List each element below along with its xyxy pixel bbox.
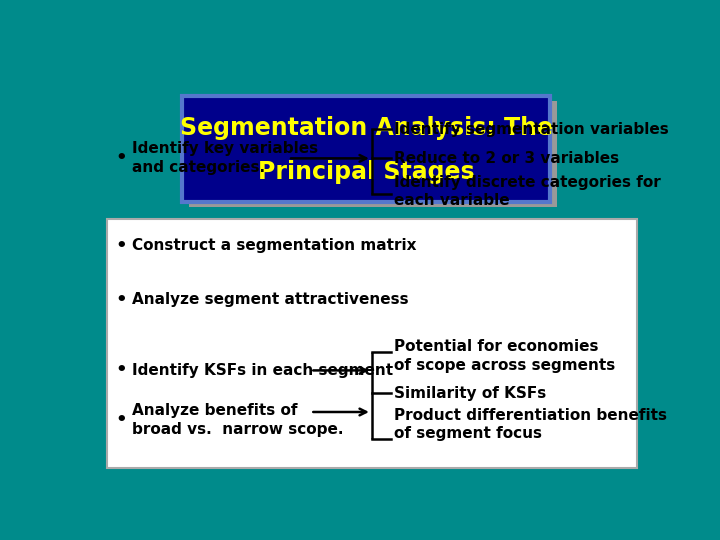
Text: •: • (115, 361, 127, 380)
Text: •: • (115, 150, 127, 167)
Text: Identify segmentation variables: Identify segmentation variables (394, 122, 669, 137)
Text: Analyze benefits of
broad vs.  narrow scope.: Analyze benefits of broad vs. narrow sco… (132, 403, 343, 437)
Text: Reduce to 2 or 3 variables: Reduce to 2 or 3 variables (394, 151, 619, 166)
Text: Analyze segment attractiveness: Analyze segment attractiveness (132, 292, 408, 307)
Text: Segmentation Analysis: The: Segmentation Analysis: The (180, 116, 553, 140)
Text: Principal Stages: Principal Stages (258, 160, 474, 184)
Text: •: • (115, 411, 127, 429)
Text: Potential for economies
of scope across segments: Potential for economies of scope across … (394, 339, 616, 373)
Bar (182, 96, 550, 202)
Bar (189, 101, 557, 207)
Text: •: • (115, 237, 127, 255)
Text: •: • (115, 291, 127, 309)
Text: Product differentiation benefits
of segment focus: Product differentiation benefits of segm… (394, 408, 667, 441)
Text: Similarity of KSFs: Similarity of KSFs (394, 386, 546, 401)
Text: Identify discrete categories for
each variable: Identify discrete categories for each va… (394, 175, 661, 208)
Text: Construct a segmentation matrix: Construct a segmentation matrix (132, 238, 416, 253)
Text: Identify key variables
and categories.: Identify key variables and categories. (132, 141, 318, 176)
Text: Identify KSFs in each segment: Identify KSFs in each segment (132, 363, 393, 378)
Bar (107, 219, 637, 468)
